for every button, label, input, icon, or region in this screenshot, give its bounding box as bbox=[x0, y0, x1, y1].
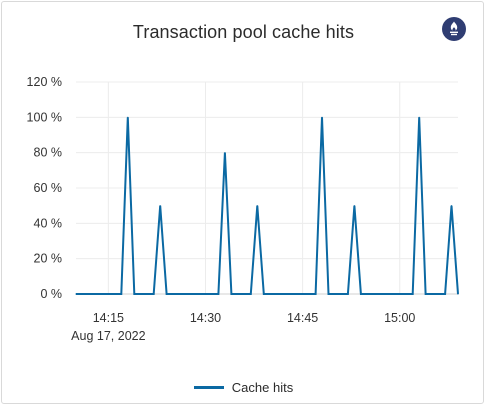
x-tick-label: 15:00 bbox=[384, 311, 415, 325]
x-tick-label: 14:45 bbox=[287, 311, 318, 325]
data-point bbox=[224, 152, 226, 154]
x-tick-label: 14:15 bbox=[93, 311, 124, 325]
data-point bbox=[217, 293, 220, 295]
data-point bbox=[159, 205, 161, 207]
y-axis-ticks: 0 % 20 % 40 % 60 % 80 % 100 % 120 % bbox=[27, 75, 62, 301]
data-point bbox=[327, 293, 330, 295]
data-point bbox=[444, 293, 446, 295]
data-point bbox=[133, 293, 135, 295]
series-lines bbox=[75, 116, 459, 295]
chart-legend[interactable]: Cache hits bbox=[0, 380, 487, 395]
legend-swatch bbox=[193, 386, 224, 389]
data-point bbox=[425, 293, 427, 295]
data-point bbox=[418, 116, 420, 118]
chart-grid bbox=[76, 81, 458, 295]
y-tick-label: 60 % bbox=[34, 181, 63, 195]
data-point bbox=[263, 293, 265, 295]
prometheus-icon[interactable] bbox=[442, 17, 466, 41]
x-axis-ticks: 14:15 Aug 17, 2022 14:30 14:45 15:00 bbox=[71, 311, 415, 343]
data-point bbox=[230, 293, 232, 295]
x-tick-label: 14:30 bbox=[190, 311, 221, 325]
data-point bbox=[321, 116, 323, 118]
data-point bbox=[120, 293, 122, 295]
data-point bbox=[412, 293, 414, 295]
y-tick-label: 20 % bbox=[34, 252, 63, 266]
data-point bbox=[457, 293, 459, 295]
y-tick-label: 120 % bbox=[27, 75, 62, 89]
y-tick-label: 0 % bbox=[40, 287, 62, 301]
y-tick-label: 40 % bbox=[34, 216, 63, 230]
data-point bbox=[353, 205, 356, 207]
data-point bbox=[450, 205, 453, 207]
data-point bbox=[256, 205, 258, 207]
data-point bbox=[314, 293, 317, 295]
data-point bbox=[166, 293, 168, 295]
series-line-0 bbox=[76, 117, 459, 295]
panel-title: Transaction pool cache hits bbox=[132, 22, 355, 42]
data-point bbox=[127, 116, 129, 118]
data-point bbox=[347, 293, 349, 295]
data-point bbox=[250, 293, 252, 295]
data-point bbox=[75, 293, 77, 295]
y-tick-label: 80 % bbox=[34, 146, 63, 160]
data-point bbox=[360, 293, 362, 295]
y-tick-label: 100 % bbox=[27, 110, 62, 124]
x-tick-sublabel: Aug 17, 2022 bbox=[71, 329, 145, 343]
data-point bbox=[153, 293, 155, 295]
legend-label: Cache hits bbox=[231, 380, 294, 395]
